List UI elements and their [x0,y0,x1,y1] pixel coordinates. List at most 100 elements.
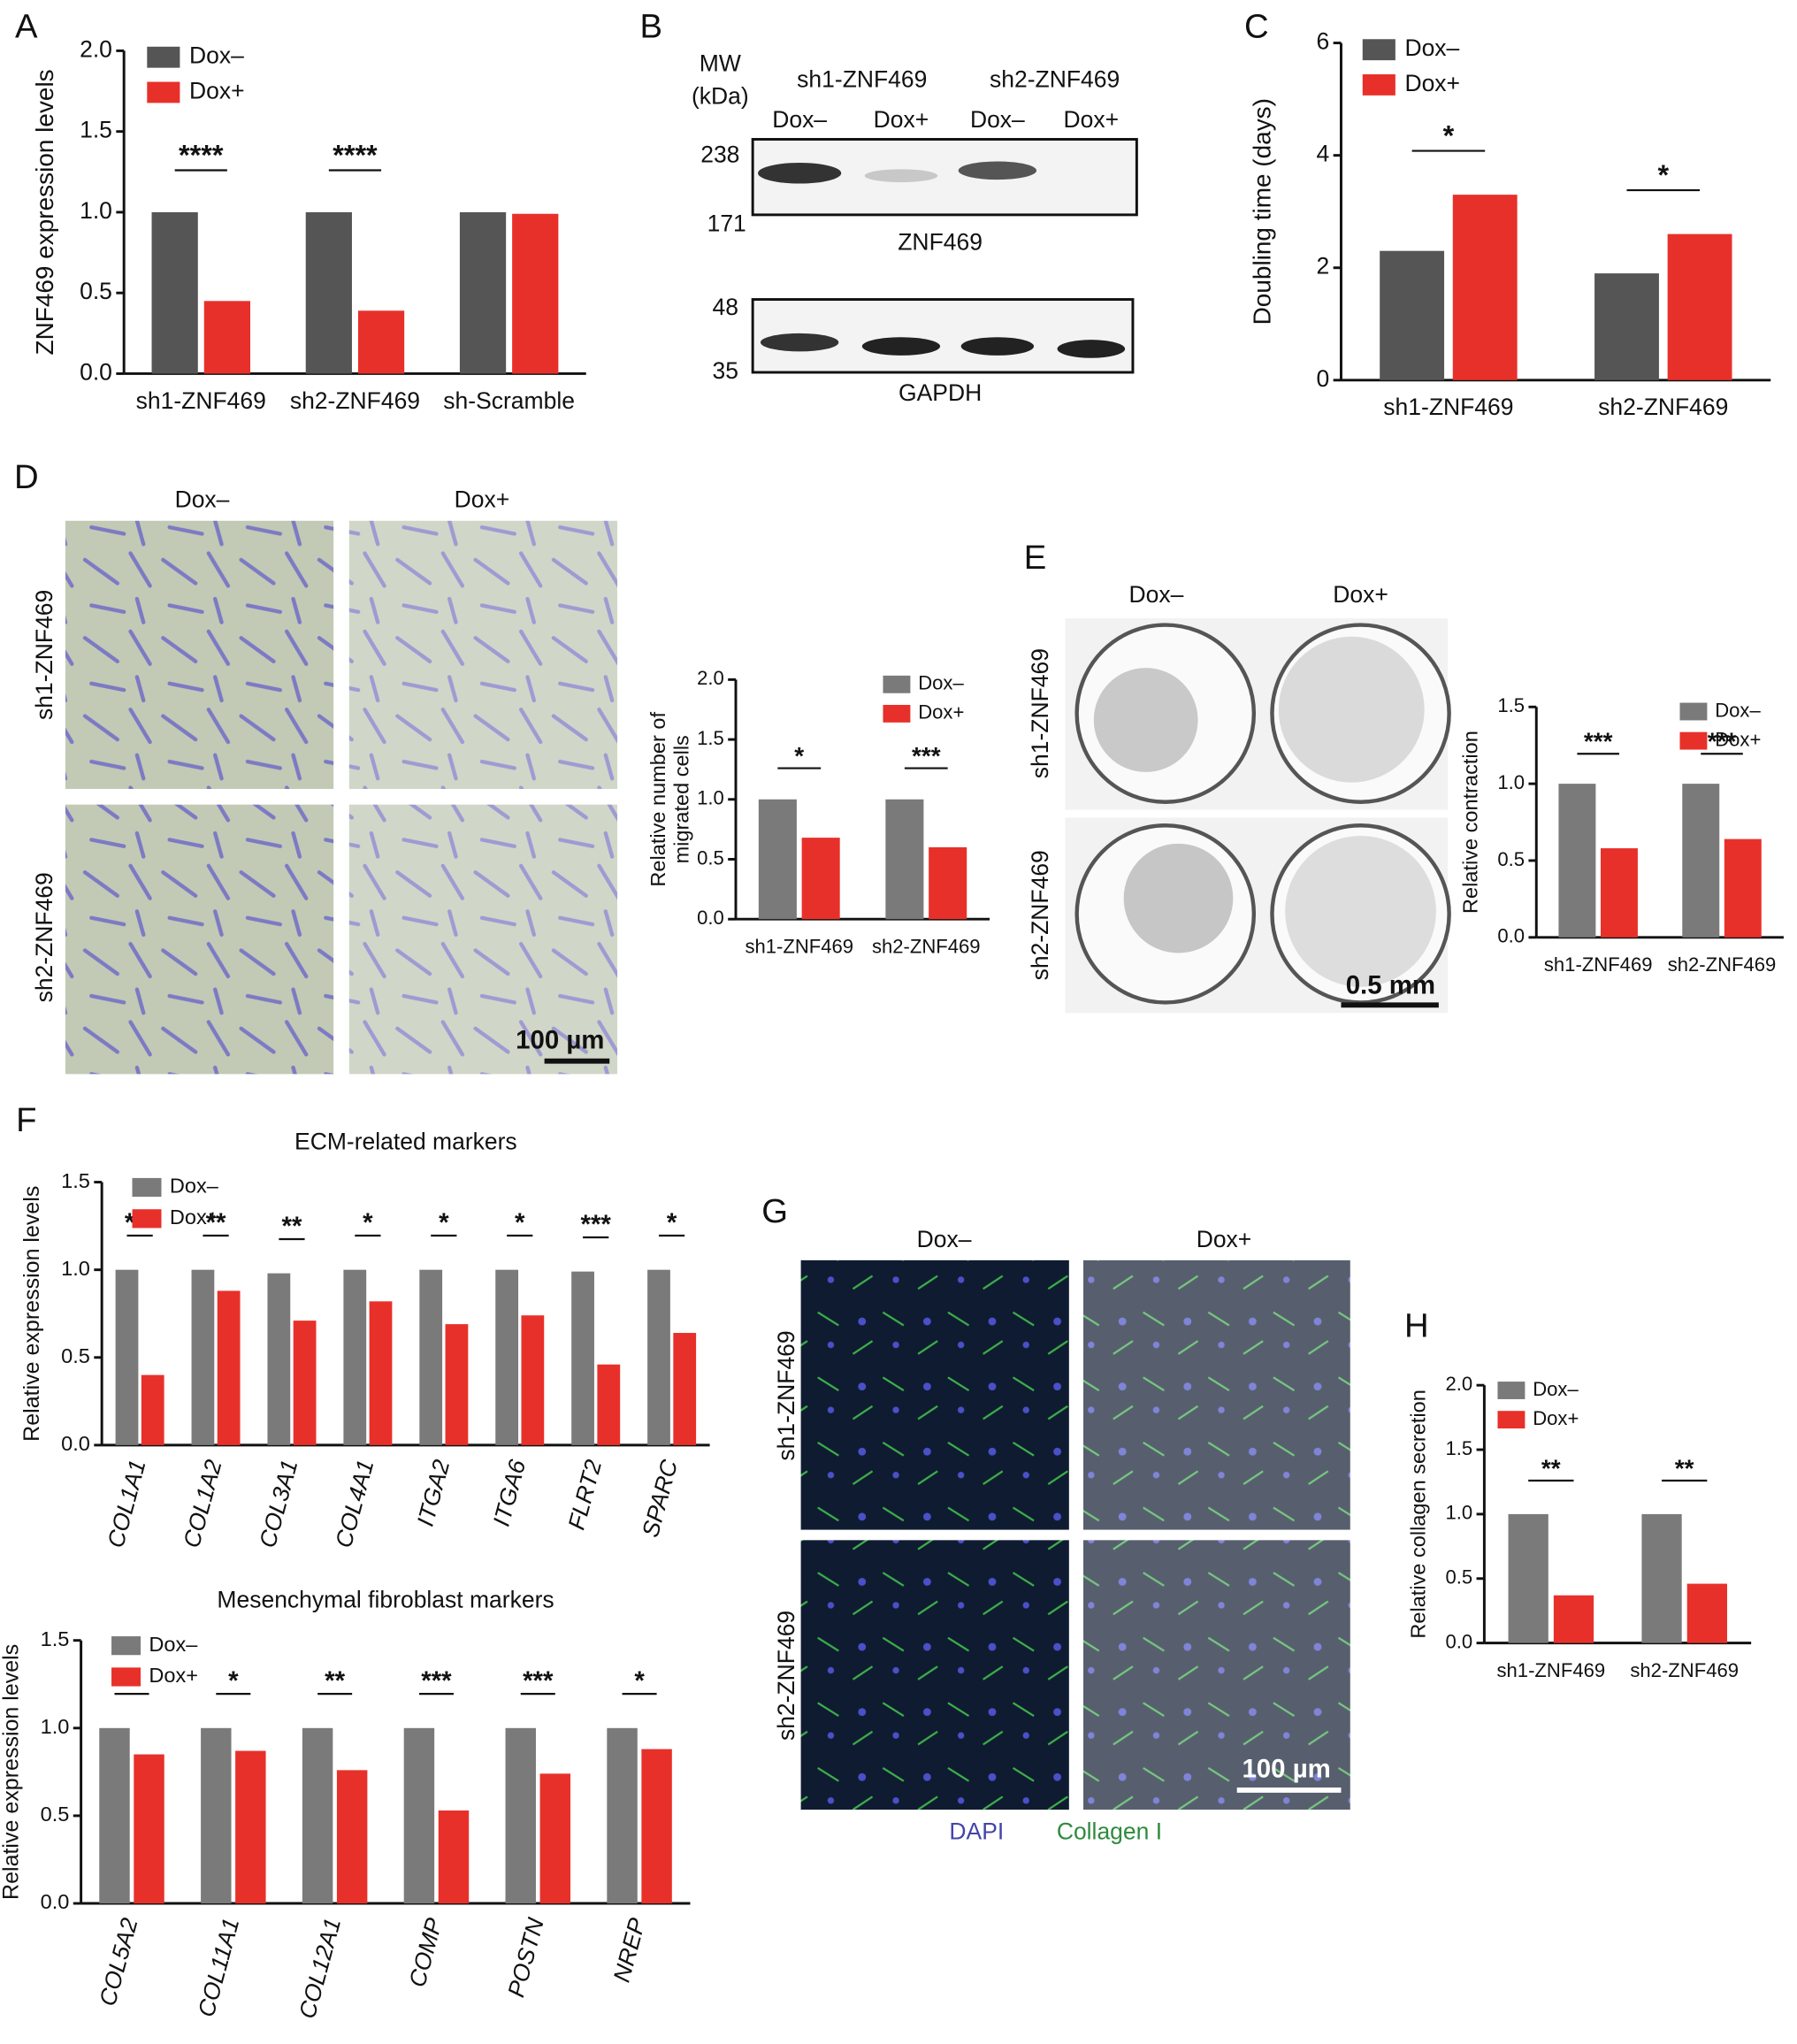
significance-label: * [439,1208,449,1237]
significance-label: *** [580,1210,611,1239]
panel-letter: C [1244,7,1269,45]
x-tick-label: sh2-ZNF469 [290,387,420,414]
micrograph [1083,1259,1350,1530]
band [1057,340,1126,358]
y-axis-label: Doubling time (days) [1248,98,1275,325]
bar [1641,1513,1682,1643]
micrograph [348,520,618,790]
legend-swatch [1679,702,1708,721]
marker: 171 [707,211,746,237]
x-tick-label: COL11A1 [193,1915,245,2019]
y-tick-label: 0 [1316,365,1329,392]
bar [191,1269,215,1445]
y-tick-label: 1.5 [80,117,112,143]
row-label: sh1-ZNF469 [31,590,57,720]
y-axis-label: ZNF469 expression levels [31,69,58,355]
x-tick-label: POSTN [502,1914,549,2000]
lane-label: Dox+ [874,106,929,133]
significance-label: *** [1708,728,1737,755]
legend-swatch [883,704,911,723]
legend-swatch [132,1177,162,1198]
bar [369,1301,393,1445]
micrograph [800,1540,1069,1811]
bar [571,1271,594,1445]
x-tick-label: COL1A2 [178,1457,226,1550]
x-tick-label: COL12A1 [294,1915,346,2021]
band [958,161,1037,180]
x-tick-label: COL3A1 [254,1457,302,1550]
scale-bar-label: 100 µm [1242,1755,1330,1784]
significance-label: **** [333,139,378,171]
bar [419,1269,443,1445]
bar [201,1727,232,1904]
legend-label: Dox– [189,42,244,69]
band [864,169,938,183]
gel [1278,636,1425,783]
bar [1682,784,1720,938]
x-tick-label: sh1-ZNF469 [1383,394,1513,420]
mw-label: MW [700,50,741,77]
legend-label: Dox– [149,1633,198,1656]
bar [203,301,251,374]
marker: 238 [700,142,739,168]
bar [1508,1513,1548,1643]
y-tick-label: 1.5 [1497,694,1525,716]
legend-label: Dox+ [149,1664,198,1687]
y-tick-label: 0.5 [41,1803,70,1826]
bar [267,1273,291,1445]
panel-letter: D [14,458,39,496]
legend-label: Dox+ [1404,70,1460,96]
legend-swatch [1362,74,1396,96]
bar [512,213,559,374]
significance-label: * [515,1208,525,1237]
y-tick-label: 2.0 [697,667,724,689]
bar [99,1727,130,1904]
bar [1724,838,1762,938]
x-tick-label: NREP [608,1915,651,1985]
mw-unit: (kDa) [692,82,749,109]
bar [445,1324,469,1445]
bar [801,838,840,920]
significance-label: ** [1541,1454,1561,1481]
bar [1600,848,1638,938]
x-tick-label: COL4A1 [330,1457,379,1550]
y-tick-label: 2.0 [1445,1373,1472,1395]
bar [505,1727,536,1904]
y-tick-label: 0.5 [61,1344,90,1367]
protein-label: ZNF469 [898,228,983,255]
scale-bar-label: 100 µm [516,1025,604,1054]
bar [438,1810,470,1904]
legend-swatch [1679,731,1708,750]
column-label: Dox– [917,1226,972,1252]
micrograph [65,804,334,1075]
chart-title: Mesenchymal fibroblast markers [217,1587,554,1613]
significance-label: *** [523,1666,554,1696]
bar [305,211,352,374]
bar [1667,233,1732,380]
y-axis-label: migrated cells [670,735,693,863]
legend-swatch [883,675,911,693]
significance-label: *** [912,742,941,769]
bar [1452,195,1518,380]
bar [141,1374,164,1445]
y-tick-label: 0.0 [697,907,724,929]
micrograph [348,804,618,1075]
x-tick-label: sh-Scramble [443,387,575,414]
row-label: sh2-ZNF469 [1027,850,1053,980]
y-tick-label: 1.0 [61,1257,90,1280]
x-tick-label: COMP [403,1915,447,1990]
gel [1123,843,1234,953]
legend-label: Dox+ [918,701,964,723]
significance-label: * [667,1208,677,1237]
column-label: Dox+ [1197,1226,1252,1252]
x-tick-label: COL1A1 [102,1457,150,1550]
significance-label: *** [1584,728,1613,755]
micrograph [1083,1540,1350,1811]
bar [217,1290,241,1445]
x-tick-label: COL5A2 [94,1915,142,2009]
bar [293,1321,317,1445]
x-tick-label: sh1-ZNF469 [136,387,266,414]
legend-label: Dox+ [170,1206,219,1229]
y-tick-label: 0.5 [1497,848,1525,870]
